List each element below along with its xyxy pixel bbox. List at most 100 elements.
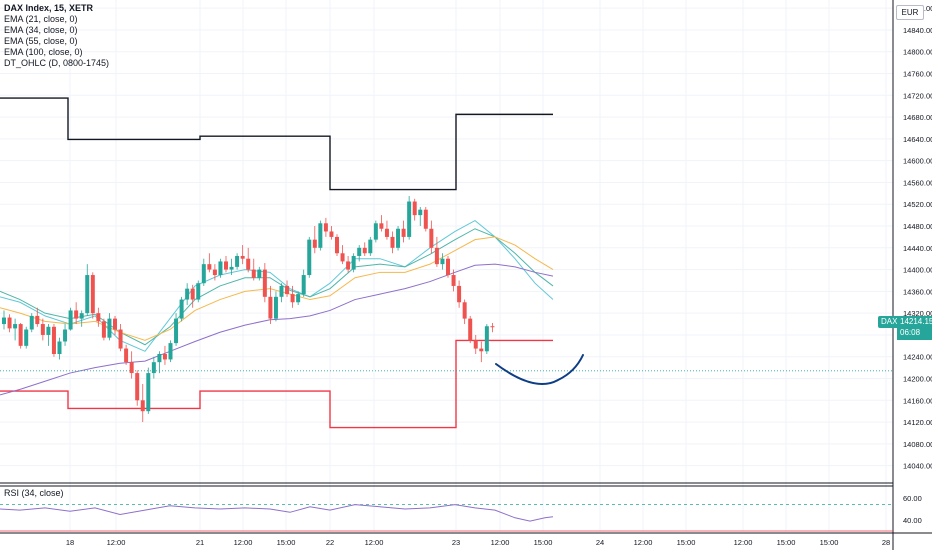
candle: [46, 324, 51, 346]
legend-ema-21[interactable]: EMA (21, close, 0): [4, 14, 78, 24]
candle: [257, 266, 262, 281]
candle: [401, 220, 406, 243]
y-tick-label: 14640.00: [903, 135, 932, 144]
candle: [329, 226, 334, 240]
candle: [218, 258, 223, 278]
candle-body: [368, 239, 373, 254]
candle: [351, 253, 356, 273]
x-tick-label: 15:00: [820, 538, 839, 547]
candle: [135, 370, 140, 406]
y-tick-label: 14160.00: [903, 396, 932, 405]
candle-body: [323, 223, 328, 232]
legend: DAX Index, 15, XETR EMA (21, close, 0) E…: [4, 3, 109, 69]
legend-ema-100[interactable]: EMA (100, close, 0): [4, 47, 83, 57]
candle: [251, 258, 256, 281]
candle: [335, 234, 339, 256]
candle: [118, 324, 123, 352]
candle: [407, 196, 412, 240]
candle: [229, 258, 234, 276]
x-tick-label: 18: [66, 538, 74, 547]
currency-badge[interactable]: EUR: [896, 5, 924, 20]
rsi-legend[interactable]: RSI (34, close): [4, 488, 64, 498]
legend-ema-34[interactable]: EMA (34, close, 0): [4, 25, 78, 35]
candle-body: [218, 261, 223, 276]
candle: [24, 326, 29, 349]
candle-body: [146, 373, 151, 412]
ema4-line: [0, 263, 554, 396]
candle-body: [307, 239, 312, 276]
candle: [273, 291, 278, 322]
candle-body: [46, 326, 51, 335]
candle: [423, 206, 428, 232]
candle: [318, 220, 323, 251]
candle-body: [484, 326, 489, 352]
candle: [68, 307, 73, 331]
candle-body: [490, 326, 495, 328]
ohlc-low-line: [0, 339, 553, 429]
candle-body: [90, 275, 95, 314]
candle-body: [462, 302, 467, 319]
candle: [212, 264, 217, 281]
candle: [357, 245, 362, 262]
candle: [129, 351, 134, 379]
y-tick-label: 14120.00: [903, 418, 932, 427]
x-tick-label: 15:00: [677, 538, 696, 547]
candle-body: [107, 318, 112, 338]
candle-body: [51, 326, 56, 355]
candle: [113, 315, 117, 335]
candle: [196, 280, 201, 303]
candle: [174, 313, 179, 346]
candle-body: [29, 315, 34, 330]
candle: [101, 318, 106, 341]
legend-dt-ohlc[interactable]: DT_OHLC (D, 0800-1745): [4, 58, 110, 68]
candle-body: [257, 269, 262, 278]
candle-body: [401, 228, 406, 237]
candle: [473, 334, 478, 355]
candle-body: [396, 228, 401, 248]
current-price-value: 14214.15: [900, 317, 932, 326]
candle-body: [440, 258, 445, 265]
y-tick-label: 14080.00: [903, 440, 932, 449]
candle-body: [240, 255, 245, 259]
y-tick-label: 14400.00: [903, 266, 932, 275]
candle: [35, 307, 40, 327]
legend-symbol[interactable]: DAX Index, 15, XETR: [4, 3, 94, 13]
x-tick-label: 12:00: [234, 538, 253, 547]
candle: [90, 272, 95, 319]
x-tick-label: 21: [196, 538, 204, 547]
candle-body: [251, 269, 256, 278]
candle: [440, 253, 445, 270]
candle: [373, 220, 378, 243]
y-tick-label: 14680.00: [903, 113, 932, 122]
candle-body: [423, 209, 428, 229]
candle-body: [40, 324, 45, 335]
candle-body: [340, 253, 345, 262]
candle-body: [246, 258, 251, 270]
rsi-line: [0, 504, 554, 522]
legend-ema-55[interactable]: EMA (55, close, 0): [4, 36, 78, 46]
candle: [312, 226, 317, 254]
candle-body: [113, 318, 117, 330]
candle-body: [7, 317, 12, 329]
y-tick-label: 14760.00: [903, 70, 932, 79]
candle-body: [74, 310, 79, 319]
candle-body: [168, 343, 173, 360]
y-tick-label: 14720.00: [903, 91, 932, 100]
candle: [412, 198, 417, 221]
y-tick-label: 14800.00: [903, 48, 932, 57]
candle-body: [63, 329, 68, 342]
candle: [162, 345, 167, 365]
candle: [446, 255, 450, 278]
candle-body: [235, 255, 240, 267]
candle: [201, 258, 206, 286]
candle-body: [329, 231, 334, 237]
candle: [151, 356, 156, 379]
y-tick-label: 14480.00: [903, 222, 932, 231]
candle: [285, 280, 290, 297]
candle-body: [468, 318, 473, 341]
candle-body: [190, 288, 195, 300]
candle-body: [96, 313, 101, 322]
candle-body: [262, 269, 267, 297]
candle-body: [2, 317, 6, 325]
